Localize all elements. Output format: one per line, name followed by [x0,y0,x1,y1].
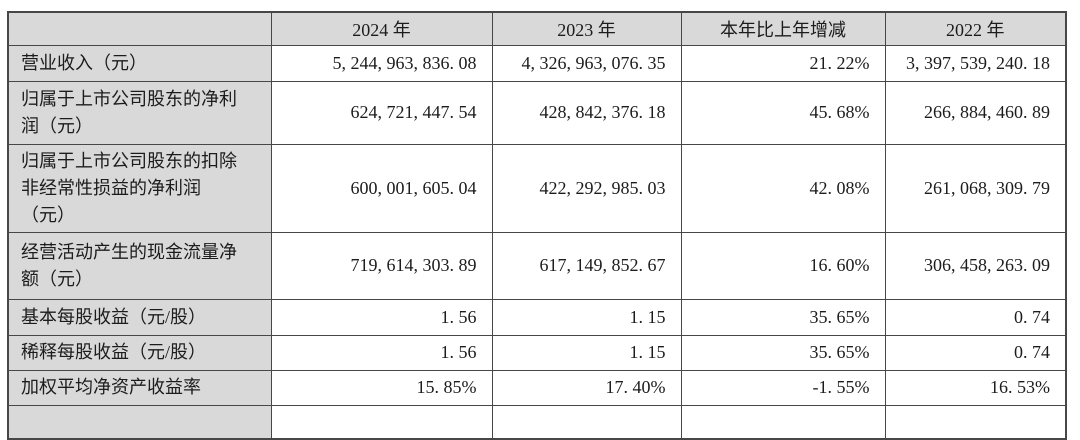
table-row-basic-eps: 基本每股收益（元/股） 1. 56 1. 15 35. 65% 0. 74 [7,298,1067,336]
net-profit-deducted-2024: 600, 001, 605. 04 [270,143,493,233]
table-row-operating-cash-flow: 经营活动产生的现金流量净 额（元） 719, 614, 303. 89 617,… [7,231,1067,300]
operating-cash-flow-2023: 617, 149, 852. 67 [491,231,682,300]
net-profit-2024: 624, 721, 447. 54 [270,80,493,145]
net-profit-deducted-yoy: 42. 08% [680,143,886,233]
header-year-2023: 2023 年 [491,11,682,46]
basic-eps-2024: 1. 56 [270,298,493,336]
operating-cash-flow-2024: 719, 614, 303. 89 [270,231,493,300]
operating-cash-flow-2022: 306, 458, 263. 09 [884,231,1067,300]
row-label-operating-cash-flow: 经营活动产生的现金流量净 额（元） [7,231,272,300]
table-header-row: 2024 年 2023 年 本年比上年增减 2022 年 [7,11,1067,46]
net-profit-2023: 428, 842, 376. 18 [491,80,682,145]
basic-eps-2022: 0. 74 [884,298,1067,336]
net-profit-deducted-2022: 261, 068, 309. 79 [884,143,1067,233]
partial-cell-yoy [680,404,886,440]
partial-cell-2024 [270,404,493,440]
table-row-diluted-eps: 稀释每股收益（元/股） 1. 56 1. 15 35. 65% 0. 74 [7,334,1067,371]
diluted-eps-2022: 0. 74 [884,334,1067,371]
basic-eps-2023: 1. 15 [491,298,682,336]
row-label-weighted-avg-roe: 加权平均净资产收益率 [7,369,272,406]
operating-revenue-2024: 5, 244, 963, 836. 08 [270,44,493,82]
row-label-partial [7,404,272,440]
net-profit-2022: 266, 884, 460. 89 [884,80,1067,145]
row-label-operating-revenue: 营业收入（元） [7,44,272,82]
header-year-2022: 2022 年 [884,11,1067,46]
row-label-net-profit: 归属于上市公司股东的净利 润（元） [7,80,272,145]
weighted-avg-roe-2024: 15. 85% [270,369,493,406]
net-profit-yoy: 45. 68% [680,80,886,145]
weighted-avg-roe-2023: 17. 40% [491,369,682,406]
table-row-weighted-avg-roe: 加权平均净资产收益率 15. 85% 17. 40% -1. 55% 16. 5… [7,369,1067,406]
diluted-eps-2024: 1. 56 [270,334,493,371]
operating-revenue-yoy: 21. 22% [680,44,886,82]
diluted-eps-2023: 1. 15 [491,334,682,371]
partial-cell-2022 [884,404,1067,440]
row-label-diluted-eps: 稀释每股收益（元/股） [7,334,272,371]
header-yoy-change: 本年比上年增减 [680,11,886,46]
header-year-2024: 2024 年 [270,11,493,46]
table-row-net-profit-deducted: 归属于上市公司股东的扣除 非经常性损益的净利润 （元） 600, 001, 60… [7,143,1067,233]
financial-summary-table-container: 2024 年 2023 年 本年比上年增减 2022 年 营业收入（元） 5, … [7,11,1067,440]
table-row-net-profit: 归属于上市公司股东的净利 润（元） 624, 721, 447. 54 428,… [7,80,1067,145]
table-row-operating-revenue: 营业收入（元） 5, 244, 963, 836. 08 4, 326, 963… [7,44,1067,82]
diluted-eps-yoy: 35. 65% [680,334,886,371]
weighted-avg-roe-2022: 16. 53% [884,369,1067,406]
net-profit-deducted-2023: 422, 292, 985. 03 [491,143,682,233]
table-row-partial-clipped [7,404,1067,440]
financial-summary-table: 2024 年 2023 年 本年比上年增减 2022 年 营业收入（元） 5, … [7,11,1067,440]
operating-revenue-2022: 3, 397, 539, 240. 18 [884,44,1067,82]
weighted-avg-roe-yoy: -1. 55% [680,369,886,406]
partial-cell-2023 [491,404,682,440]
row-label-net-profit-deducted: 归属于上市公司股东的扣除 非经常性损益的净利润 （元） [7,143,272,233]
operating-cash-flow-yoy: 16. 60% [680,231,886,300]
row-label-basic-eps: 基本每股收益（元/股） [7,298,272,336]
basic-eps-yoy: 35. 65% [680,298,886,336]
operating-revenue-2023: 4, 326, 963, 076. 35 [491,44,682,82]
header-indicator-blank [7,11,272,46]
